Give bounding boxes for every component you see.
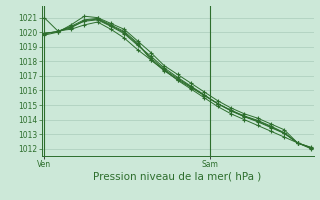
X-axis label: Pression niveau de la mer( hPa ): Pression niveau de la mer( hPa ) xyxy=(93,172,262,182)
